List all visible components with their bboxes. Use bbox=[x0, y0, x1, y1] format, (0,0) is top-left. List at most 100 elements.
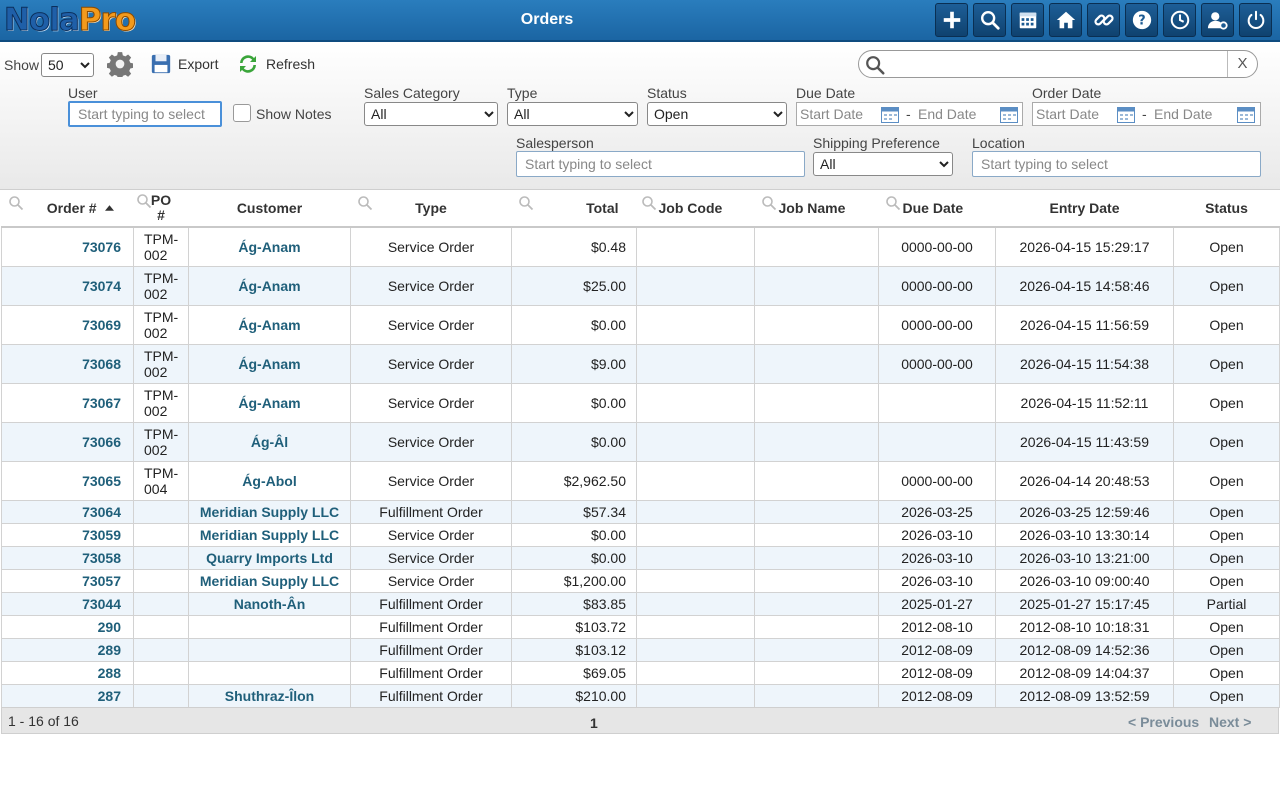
global-search-box[interactable]: X bbox=[858, 50, 1258, 78]
calendar-icon[interactable] bbox=[1237, 107, 1255, 123]
table-row[interactable]: 73068 TPM- 002 Ág-Anam Service Order $9.00 000… bbox=[1, 343, 1280, 384]
customer-link[interactable] bbox=[188, 660, 351, 685]
order-number-link[interactable]: 73068 bbox=[1, 343, 134, 384]
col-entry-date[interactable]: Entry Date bbox=[995, 190, 1174, 228]
calendar-icon[interactable] bbox=[1117, 107, 1135, 123]
col-po[interactable]: PO # bbox=[133, 190, 189, 228]
add-button[interactable] bbox=[935, 3, 968, 37]
table-row[interactable]: 73058 Quarry Imports Ltd Service Order $0.0… bbox=[1, 545, 1280, 570]
next-page-link[interactable]: Next > bbox=[1209, 714, 1252, 730]
table-row[interactable]: 289 Fulfillment Order $103.12 2012-08-09 201… bbox=[1, 637, 1280, 662]
order-end-date[interactable]: End Date bbox=[1154, 106, 1213, 122]
table-row[interactable]: 73066 TPM- 002 Ág-Âl Service Order $0.00 2026-… bbox=[1, 421, 1280, 462]
order-number-link[interactable]: 73044 bbox=[1, 591, 134, 616]
table-row[interactable]: 73069 TPM- 002 Ág-Anam Service Order $0.00 000… bbox=[1, 304, 1280, 345]
table-row[interactable]: 73076 TPM- 002 Ág-Anam Service Order $0.48 000… bbox=[1, 226, 1280, 267]
customer-link[interactable]: Ág-Anam bbox=[188, 343, 351, 384]
table-row[interactable]: 73057 Meridian Supply LLC Service Order $1,… bbox=[1, 568, 1280, 593]
calendar-icon[interactable] bbox=[1000, 107, 1018, 123]
user-settings-button[interactable] bbox=[1201, 3, 1234, 37]
nolapro-logo[interactable]: NolaPro bbox=[4, 2, 137, 39]
table-row[interactable]: 73065 TPM- 004 Ág-Abol Service Order $2,962.5… bbox=[1, 460, 1280, 501]
calendar-button[interactable] bbox=[1011, 3, 1044, 37]
due-end-date[interactable]: End Date bbox=[918, 106, 977, 122]
col-status[interactable]: Status bbox=[1173, 190, 1280, 228]
table-row[interactable]: 290 Fulfillment Order $103.72 2012-08-10 201… bbox=[1, 614, 1280, 639]
type-select[interactable]: All bbox=[507, 102, 638, 126]
search-icon[interactable] bbox=[641, 195, 657, 211]
order-number-link[interactable]: 73074 bbox=[1, 265, 134, 306]
customer-link[interactable]: Nanoth-Ân bbox=[188, 591, 351, 616]
customer-link[interactable]: Ág-Anam bbox=[188, 382, 351, 423]
col-customer[interactable]: Customer bbox=[188, 190, 351, 228]
previous-page-link[interactable]: < Previous bbox=[1128, 714, 1200, 730]
search-icon[interactable] bbox=[885, 195, 901, 211]
home-button[interactable] bbox=[1049, 3, 1082, 37]
order-number-link[interactable]: 287 bbox=[1, 683, 134, 708]
search-button[interactable] bbox=[973, 3, 1006, 37]
search-icon[interactable] bbox=[136, 193, 152, 209]
col-type[interactable]: Type bbox=[350, 190, 512, 228]
search-icon[interactable] bbox=[357, 195, 373, 211]
help-button[interactable]: ? bbox=[1125, 3, 1158, 37]
table-row[interactable]: 73044 Nanoth-Ân Fulfillment Order $83.85 202… bbox=[1, 591, 1280, 616]
refresh-button[interactable]: Refresh bbox=[236, 52, 315, 76]
customer-link[interactable]: Ág-Âl bbox=[188, 421, 351, 462]
link-button[interactable] bbox=[1087, 3, 1120, 37]
customer-link[interactable] bbox=[188, 614, 351, 639]
customer-link[interactable]: Ág-Abol bbox=[188, 460, 351, 501]
due-start-date[interactable]: Start Date bbox=[800, 106, 864, 122]
current-page[interactable]: 1 bbox=[590, 715, 598, 731]
customer-link[interactable]: Quarry Imports Ltd bbox=[188, 545, 351, 570]
col-job-name[interactable]: Job Name bbox=[754, 190, 879, 228]
table-row[interactable]: 73059 Meridian Supply LLC Service Order $0.… bbox=[1, 522, 1280, 547]
customer-link[interactable]: Meridian Supply LLC bbox=[188, 568, 351, 593]
customer-link[interactable]: Ág-Anam bbox=[188, 226, 351, 267]
table-row[interactable]: 73067 TPM- 002 Ág-Anam Service Order $0.00 202… bbox=[1, 382, 1280, 423]
settings-button[interactable] bbox=[106, 51, 134, 80]
show-notes-checkbox[interactable] bbox=[233, 104, 251, 122]
search-icon[interactable] bbox=[8, 195, 24, 211]
order-number-link[interactable]: 73067 bbox=[1, 382, 134, 423]
clear-search-button[interactable]: X bbox=[1227, 51, 1257, 77]
customer-link[interactable]: Meridian Supply LLC bbox=[188, 499, 351, 524]
customer-link[interactable]: Meridian Supply LLC bbox=[188, 522, 351, 547]
user-input[interactable] bbox=[68, 101, 222, 127]
order-number-link[interactable]: 73058 bbox=[1, 545, 134, 570]
sales-category-select[interactable]: All bbox=[364, 102, 498, 126]
logout-button[interactable] bbox=[1239, 3, 1272, 37]
salesperson-input[interactable] bbox=[516, 151, 805, 177]
search-icon[interactable] bbox=[761, 195, 777, 211]
order-number-link[interactable]: 73066 bbox=[1, 421, 134, 462]
search-icon[interactable] bbox=[518, 195, 534, 211]
table-row[interactable]: 73064 Meridian Supply LLC Fulfillment Orde… bbox=[1, 499, 1280, 524]
customer-link[interactable] bbox=[188, 637, 351, 662]
calendar-icon[interactable] bbox=[881, 107, 899, 123]
shipping-preference-select[interactable]: All bbox=[813, 152, 953, 176]
order-number-link[interactable]: 289 bbox=[1, 637, 134, 662]
export-button[interactable]: Export bbox=[150, 53, 218, 75]
order-number-link[interactable]: 73064 bbox=[1, 499, 134, 524]
order-number-link[interactable]: 73069 bbox=[1, 304, 134, 345]
table-row[interactable]: 288 Fulfillment Order $69.05 2012-08-09 2012… bbox=[1, 660, 1280, 685]
col-total[interactable]: Total bbox=[511, 190, 637, 228]
customer-link[interactable]: Ág-Anam bbox=[188, 265, 351, 306]
order-number-link[interactable]: 290 bbox=[1, 614, 134, 639]
table-row[interactable]: 287 Shuthraz-Îlon Fulfillment Order $210.00… bbox=[1, 683, 1280, 708]
order-start-date[interactable]: Start Date bbox=[1036, 106, 1100, 122]
location-input[interactable] bbox=[972, 151, 1261, 177]
history-button[interactable] bbox=[1163, 3, 1196, 37]
order-number-link[interactable]: 73059 bbox=[1, 522, 134, 547]
order-number-link[interactable]: 73065 bbox=[1, 460, 134, 501]
order-number-link[interactable]: 73057 bbox=[1, 568, 134, 593]
col-due-date[interactable]: Due Date bbox=[878, 190, 996, 228]
col-job-code[interactable]: Job Code bbox=[636, 190, 755, 228]
table-row[interactable]: 73074 TPM- 002 Ág-Anam Service Order $25.00 00… bbox=[1, 265, 1280, 306]
page-size-select[interactable]: 50 bbox=[41, 53, 94, 77]
customer-link[interactable]: Shuthraz-Îlon bbox=[188, 683, 351, 708]
customer-link[interactable]: Ág-Anam bbox=[188, 304, 351, 345]
col-order[interactable]: Order # bbox=[1, 190, 134, 228]
order-number-link[interactable]: 73076 bbox=[1, 226, 134, 267]
status-select[interactable]: Open bbox=[647, 102, 787, 126]
order-number-link[interactable]: 288 bbox=[1, 660, 134, 685]
